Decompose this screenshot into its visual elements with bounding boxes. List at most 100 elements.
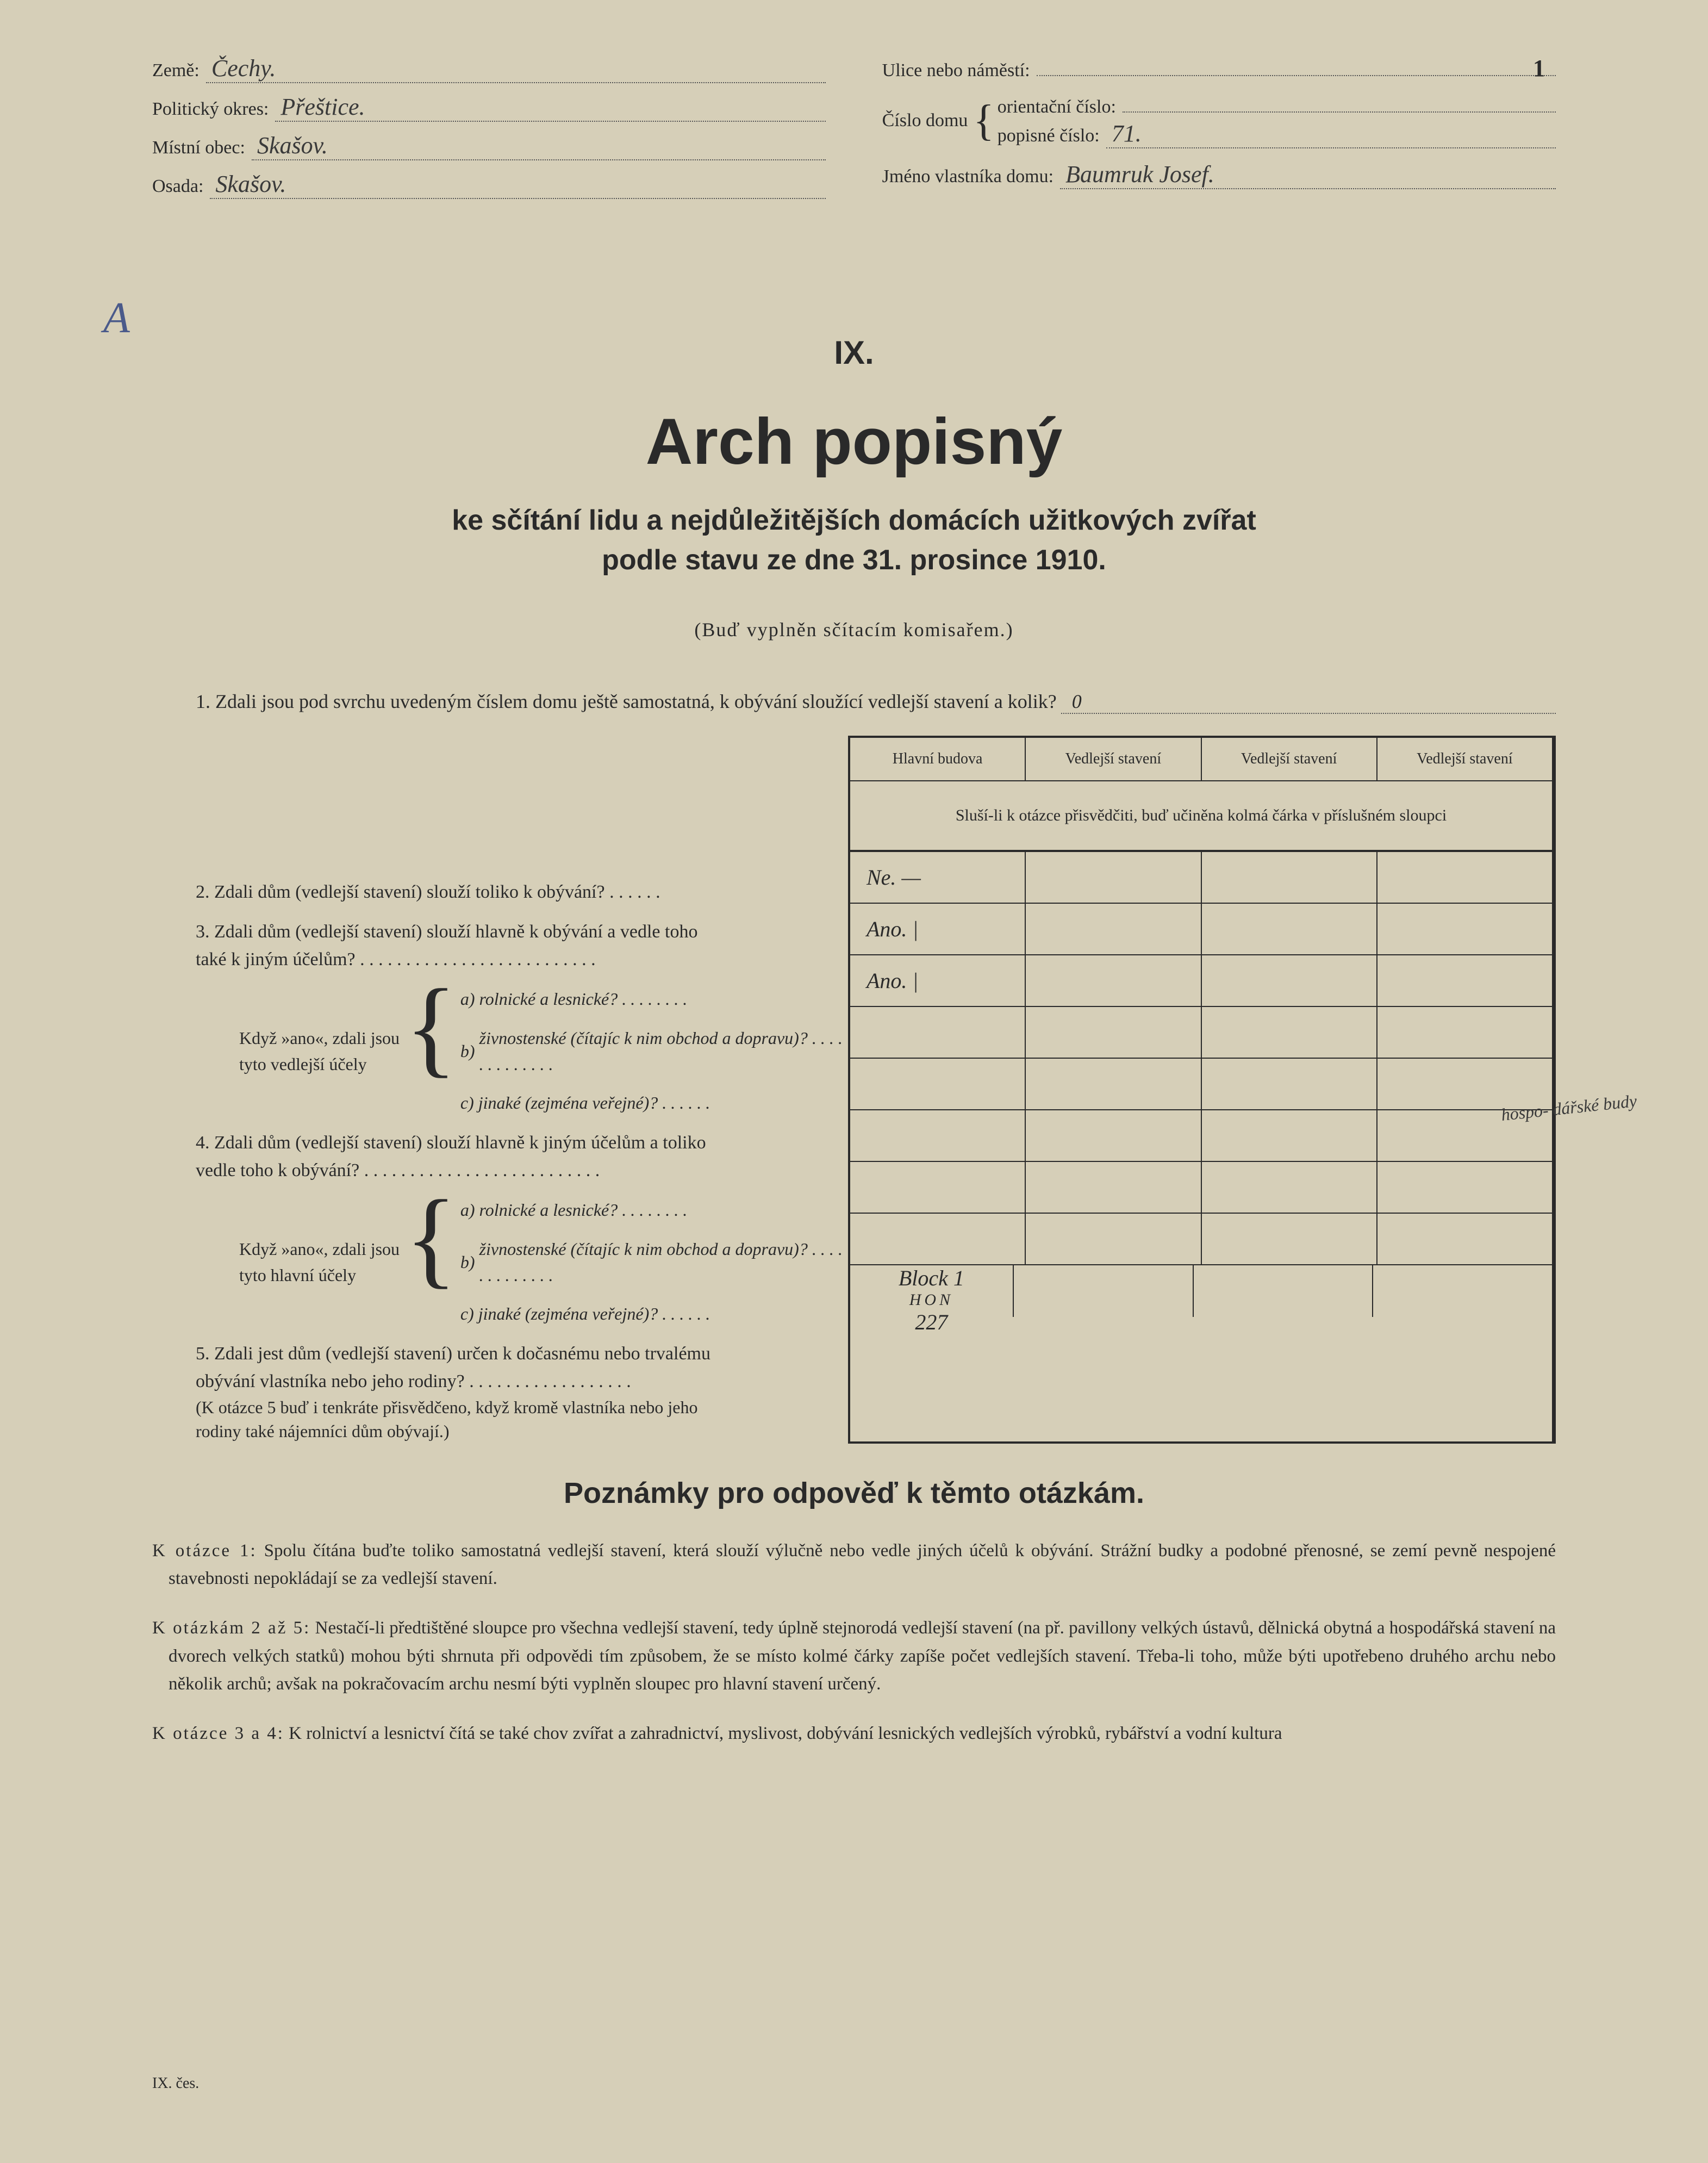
obec-value: Skašov.: [252, 132, 826, 160]
table-row: [850, 1162, 1552, 1214]
popis-value: 71.: [1106, 120, 1556, 148]
table-note: Sluší-li k otázce přisvědčiti, buď učině…: [850, 781, 1552, 852]
table-row: [850, 1059, 1552, 1110]
table-row: [850, 1007, 1552, 1059]
q5-line-c: (K otázce 5 buď i tenkráte přisvědčeno, …: [196, 1397, 697, 1417]
questions-column: 2. Zdali dům (vedlejší stavení) slouží t…: [152, 736, 848, 1444]
table-cell: [1026, 1162, 1201, 1213]
sub-c2: c)jinaké (zejména veřejné)? . . . . . .: [460, 1288, 843, 1340]
table-cell: Ne. —: [850, 852, 1026, 903]
header-left: Země: Čechy. Politický okres: Přeštice. …: [152, 54, 826, 209]
table-row: Ano. |: [850, 904, 1552, 955]
cislo-domu-label: Číslo domu: [882, 110, 968, 131]
sub-b-text: živnostenské (čítajíc k nim obchod a dop…: [479, 1025, 843, 1077]
sub-b2: b)živnostenské (čítajíc k nim obchod a d…: [460, 1236, 843, 1288]
sub-c-text: jinaké (zejména veřejné)? . . . . . .: [478, 1090, 710, 1116]
table-cell: Ano. |: [850, 904, 1026, 954]
table-cell: [850, 1110, 1026, 1161]
table-cell: [1202, 904, 1377, 954]
question-2: 2. Zdali dům (vedlejší stavení) slouží t…: [152, 866, 843, 918]
table-cell: [1202, 1059, 1377, 1109]
table-row: Block 1 HON 227: [850, 1265, 1552, 1317]
subtitle: ke sčítání lidu a nejdůležitějších domác…: [152, 501, 1556, 580]
subtitle-line-2: podle stavu ze dne 31. prosince 1910.: [602, 544, 1106, 576]
brace-icon: {: [973, 104, 994, 137]
q1-text: 1. Zdali jsou pod svrchu uvedeným číslem…: [196, 690, 1057, 713]
sub-b2-text: živnostenské (čítajíc k nim obchod a dop…: [479, 1236, 843, 1288]
table-cell: [1373, 1265, 1552, 1317]
question-3: 3. Zdali dům (vedlejší stavení) slouží h…: [152, 918, 843, 973]
table-header: Vedlejší stavení: [1026, 738, 1201, 780]
question-4: 4. Zdali dům (vedlejší stavení) slouží h…: [152, 1129, 843, 1184]
note-3-lead: K otázce 3 a 4:: [152, 1724, 284, 1743]
header: Země: Čechy. Politický okres: Přeštice. …: [152, 54, 1556, 209]
zeme-label: Země:: [152, 60, 200, 81]
table-cell: [850, 1214, 1026, 1264]
q5-line-d: rodiny také nájemníci dům obývají.): [196, 1421, 450, 1441]
table-cell: [1026, 852, 1201, 903]
main-grid: 2. Zdali dům (vedlejší stavení) slouží t…: [152, 736, 1556, 1444]
answer-table: Hlavní budova Vedlejší stavení Vedlejší …: [848, 736, 1556, 1444]
table-cell: [1014, 1265, 1194, 1317]
table-cell: [1377, 1059, 1552, 1109]
sub-a-text: rolnické a lesnické? . . . . . . . .: [479, 986, 688, 1012]
pencil-annotation: A: [103, 294, 130, 343]
instruction: (Buď vyplněn sčítacím komisařem.): [152, 618, 1556, 641]
table-cell: [1377, 852, 1552, 903]
footer-mark: IX. čes.: [152, 2075, 199, 2092]
brace-icon: {: [405, 1184, 457, 1340]
stamp-line-1: Block 1: [899, 1265, 964, 1291]
table-cell: [1026, 904, 1201, 954]
table-header: Vedlejší stavení: [1202, 738, 1377, 780]
table-header-row: Hlavní budova Vedlejší stavení Vedlejší …: [850, 738, 1552, 781]
table-header: Hlavní budova: [850, 738, 1026, 780]
note-1-lead: K otázce 1:: [152, 1541, 257, 1561]
main-title: Arch popisný: [152, 404, 1556, 479]
note-3: K otázce 3 a 4: K rolnictví a lesnictví …: [152, 1720, 1556, 1748]
ulice-label: Ulice nebo náměstí:: [882, 60, 1030, 81]
q4-line-b: vedle toho k obývání? . . . . . . . . . …: [196, 1157, 600, 1184]
osada-label: Osada:: [152, 176, 203, 197]
table-cell: [1202, 955, 1377, 1006]
table-header: Vedlejší stavení: [1377, 738, 1552, 780]
table-cell: [1026, 1059, 1201, 1109]
vlastnik-label: Jméno vlastníka domu:: [882, 166, 1054, 187]
orient-label: orientační číslo:: [998, 97, 1116, 117]
q5-line-b: obývání vlastníka nebo jeho rodiny? . . …: [196, 1368, 631, 1395]
table-cell: [1202, 852, 1377, 903]
okres-label: Politický okres:: [152, 99, 269, 120]
table-cell: [1194, 1265, 1374, 1317]
page-number: 1: [1533, 54, 1545, 82]
question-5-note: (K otázce 5 buď i tenkráte přisvědčeno, …: [152, 1395, 843, 1444]
table-cell: [850, 1007, 1026, 1058]
stamp-cell: Block 1 HON 227: [850, 1265, 1014, 1317]
sub-a2-text: rolnické a lesnické? . . . . . . . .: [479, 1197, 688, 1223]
notes-title: Poznámky pro odpověď k těmto otázkám.: [152, 1476, 1556, 1510]
table-cell: [1202, 1214, 1377, 1264]
table-row: [850, 1110, 1552, 1162]
okres-value: Přeštice.: [275, 93, 826, 122]
table-cell: [1377, 955, 1552, 1006]
zeme-value: Čechy.: [206, 54, 826, 83]
table-cell: [1202, 1007, 1377, 1058]
table-cell: [1202, 1162, 1377, 1213]
ulice-value: [1037, 54, 1556, 76]
q5-line-a: 5. Zdali jest dům (vedlejší stavení) urč…: [196, 1340, 710, 1368]
note-2-lead: K otázkám 2 až 5:: [152, 1618, 310, 1638]
sub-group-1: Když »ano«, zdali jsou tyto vedlejší úče…: [152, 973, 843, 1129]
subtitle-line-1: ke sčítání lidu a nejdůležitějších domác…: [452, 505, 1256, 536]
note-1: K otázce 1: Spolu čítána buďte toliko sa…: [152, 1537, 1556, 1593]
sub-intro-2: Když »ano«, zdali jsou tyto hlavní účely: [239, 1184, 402, 1340]
q4-line-a: 4. Zdali dům (vedlejší stavení) slouží h…: [196, 1129, 706, 1157]
stamp-line-3: 227: [915, 1309, 947, 1335]
sub-a2: a)rolnické a lesnické? . . . . . . . .: [460, 1184, 843, 1236]
sub-group-2: Když »ano«, zdali jsou tyto hlavní účely…: [152, 1184, 843, 1340]
table-cell: [1377, 904, 1552, 954]
popis-label: popisné číslo:: [998, 126, 1100, 146]
q3-line-b: také k jiným účelům? . . . . . . . . . .…: [196, 946, 596, 973]
osada-value: Skašov.: [210, 170, 826, 199]
table-cell: [1202, 1110, 1377, 1161]
q1-answer: 0: [1061, 690, 1556, 714]
table-cell: [1377, 1007, 1552, 1058]
table-cell: [1026, 1214, 1201, 1264]
